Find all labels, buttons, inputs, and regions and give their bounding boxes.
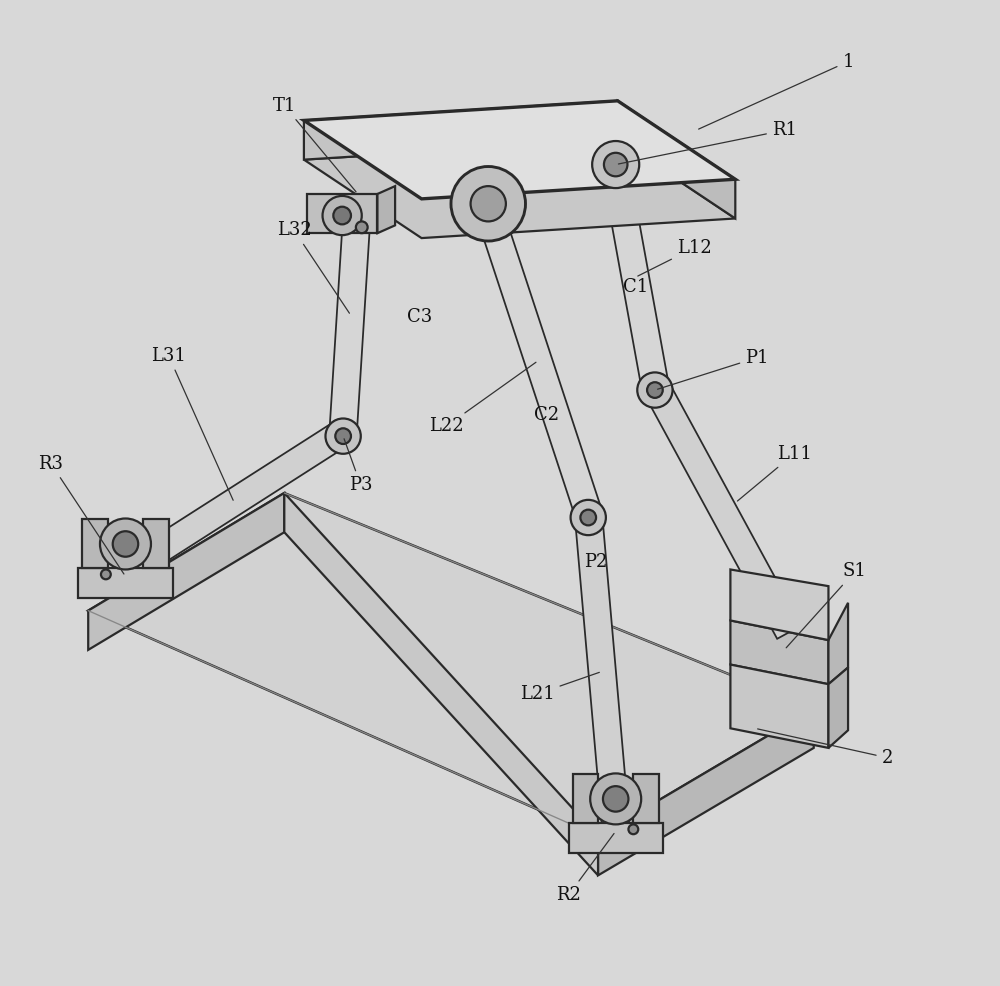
- Polygon shape: [304, 140, 735, 238]
- Polygon shape: [598, 709, 814, 876]
- Polygon shape: [82, 520, 108, 569]
- Polygon shape: [618, 101, 735, 219]
- Polygon shape: [602, 167, 668, 387]
- Text: P1: P1: [658, 349, 769, 389]
- Text: C3: C3: [407, 308, 432, 325]
- Circle shape: [101, 570, 111, 580]
- Polygon shape: [307, 194, 377, 233]
- Polygon shape: [573, 774, 598, 823]
- Circle shape: [628, 824, 638, 834]
- Text: L32: L32: [277, 221, 349, 314]
- Circle shape: [571, 500, 606, 535]
- Text: L12: L12: [638, 239, 712, 276]
- Polygon shape: [633, 774, 659, 823]
- Circle shape: [100, 519, 151, 570]
- Text: C1: C1: [623, 278, 648, 296]
- Polygon shape: [730, 665, 828, 748]
- Text: L21: L21: [520, 672, 599, 703]
- Text: L31: L31: [151, 347, 233, 500]
- Polygon shape: [304, 101, 618, 160]
- Polygon shape: [118, 421, 351, 583]
- Polygon shape: [304, 101, 735, 199]
- Text: 2: 2: [758, 729, 893, 767]
- Circle shape: [113, 531, 138, 557]
- Polygon shape: [828, 668, 848, 748]
- Polygon shape: [643, 379, 801, 639]
- Text: R2: R2: [556, 833, 614, 904]
- Polygon shape: [284, 493, 598, 876]
- Polygon shape: [569, 823, 663, 853]
- Text: S1: S1: [786, 562, 867, 648]
- Circle shape: [333, 207, 351, 225]
- Circle shape: [603, 786, 628, 811]
- Circle shape: [325, 418, 361, 454]
- Text: P3: P3: [344, 439, 373, 494]
- Text: L22: L22: [429, 362, 536, 436]
- Circle shape: [637, 373, 673, 407]
- Text: L11: L11: [737, 445, 812, 501]
- Polygon shape: [329, 198, 372, 433]
- Circle shape: [592, 141, 639, 188]
- Polygon shape: [730, 570, 828, 640]
- Circle shape: [590, 773, 641, 824]
- Text: C2: C2: [534, 405, 560, 424]
- Circle shape: [335, 428, 351, 444]
- Polygon shape: [575, 512, 629, 827]
- Polygon shape: [88, 493, 814, 836]
- Polygon shape: [730, 620, 828, 684]
- Polygon shape: [475, 204, 601, 517]
- Polygon shape: [143, 520, 169, 569]
- Text: R1: R1: [618, 121, 797, 164]
- Polygon shape: [88, 493, 284, 650]
- Text: P2: P2: [584, 552, 608, 571]
- Circle shape: [471, 186, 506, 222]
- Polygon shape: [78, 569, 173, 598]
- Text: R3: R3: [38, 455, 124, 574]
- Circle shape: [580, 510, 596, 526]
- Polygon shape: [377, 186, 395, 233]
- Circle shape: [451, 167, 525, 241]
- Text: 1: 1: [699, 52, 854, 129]
- Text: T1: T1: [273, 97, 356, 192]
- Polygon shape: [828, 602, 848, 684]
- Circle shape: [356, 222, 368, 233]
- Circle shape: [604, 153, 627, 176]
- Circle shape: [647, 383, 663, 398]
- Circle shape: [323, 196, 362, 235]
